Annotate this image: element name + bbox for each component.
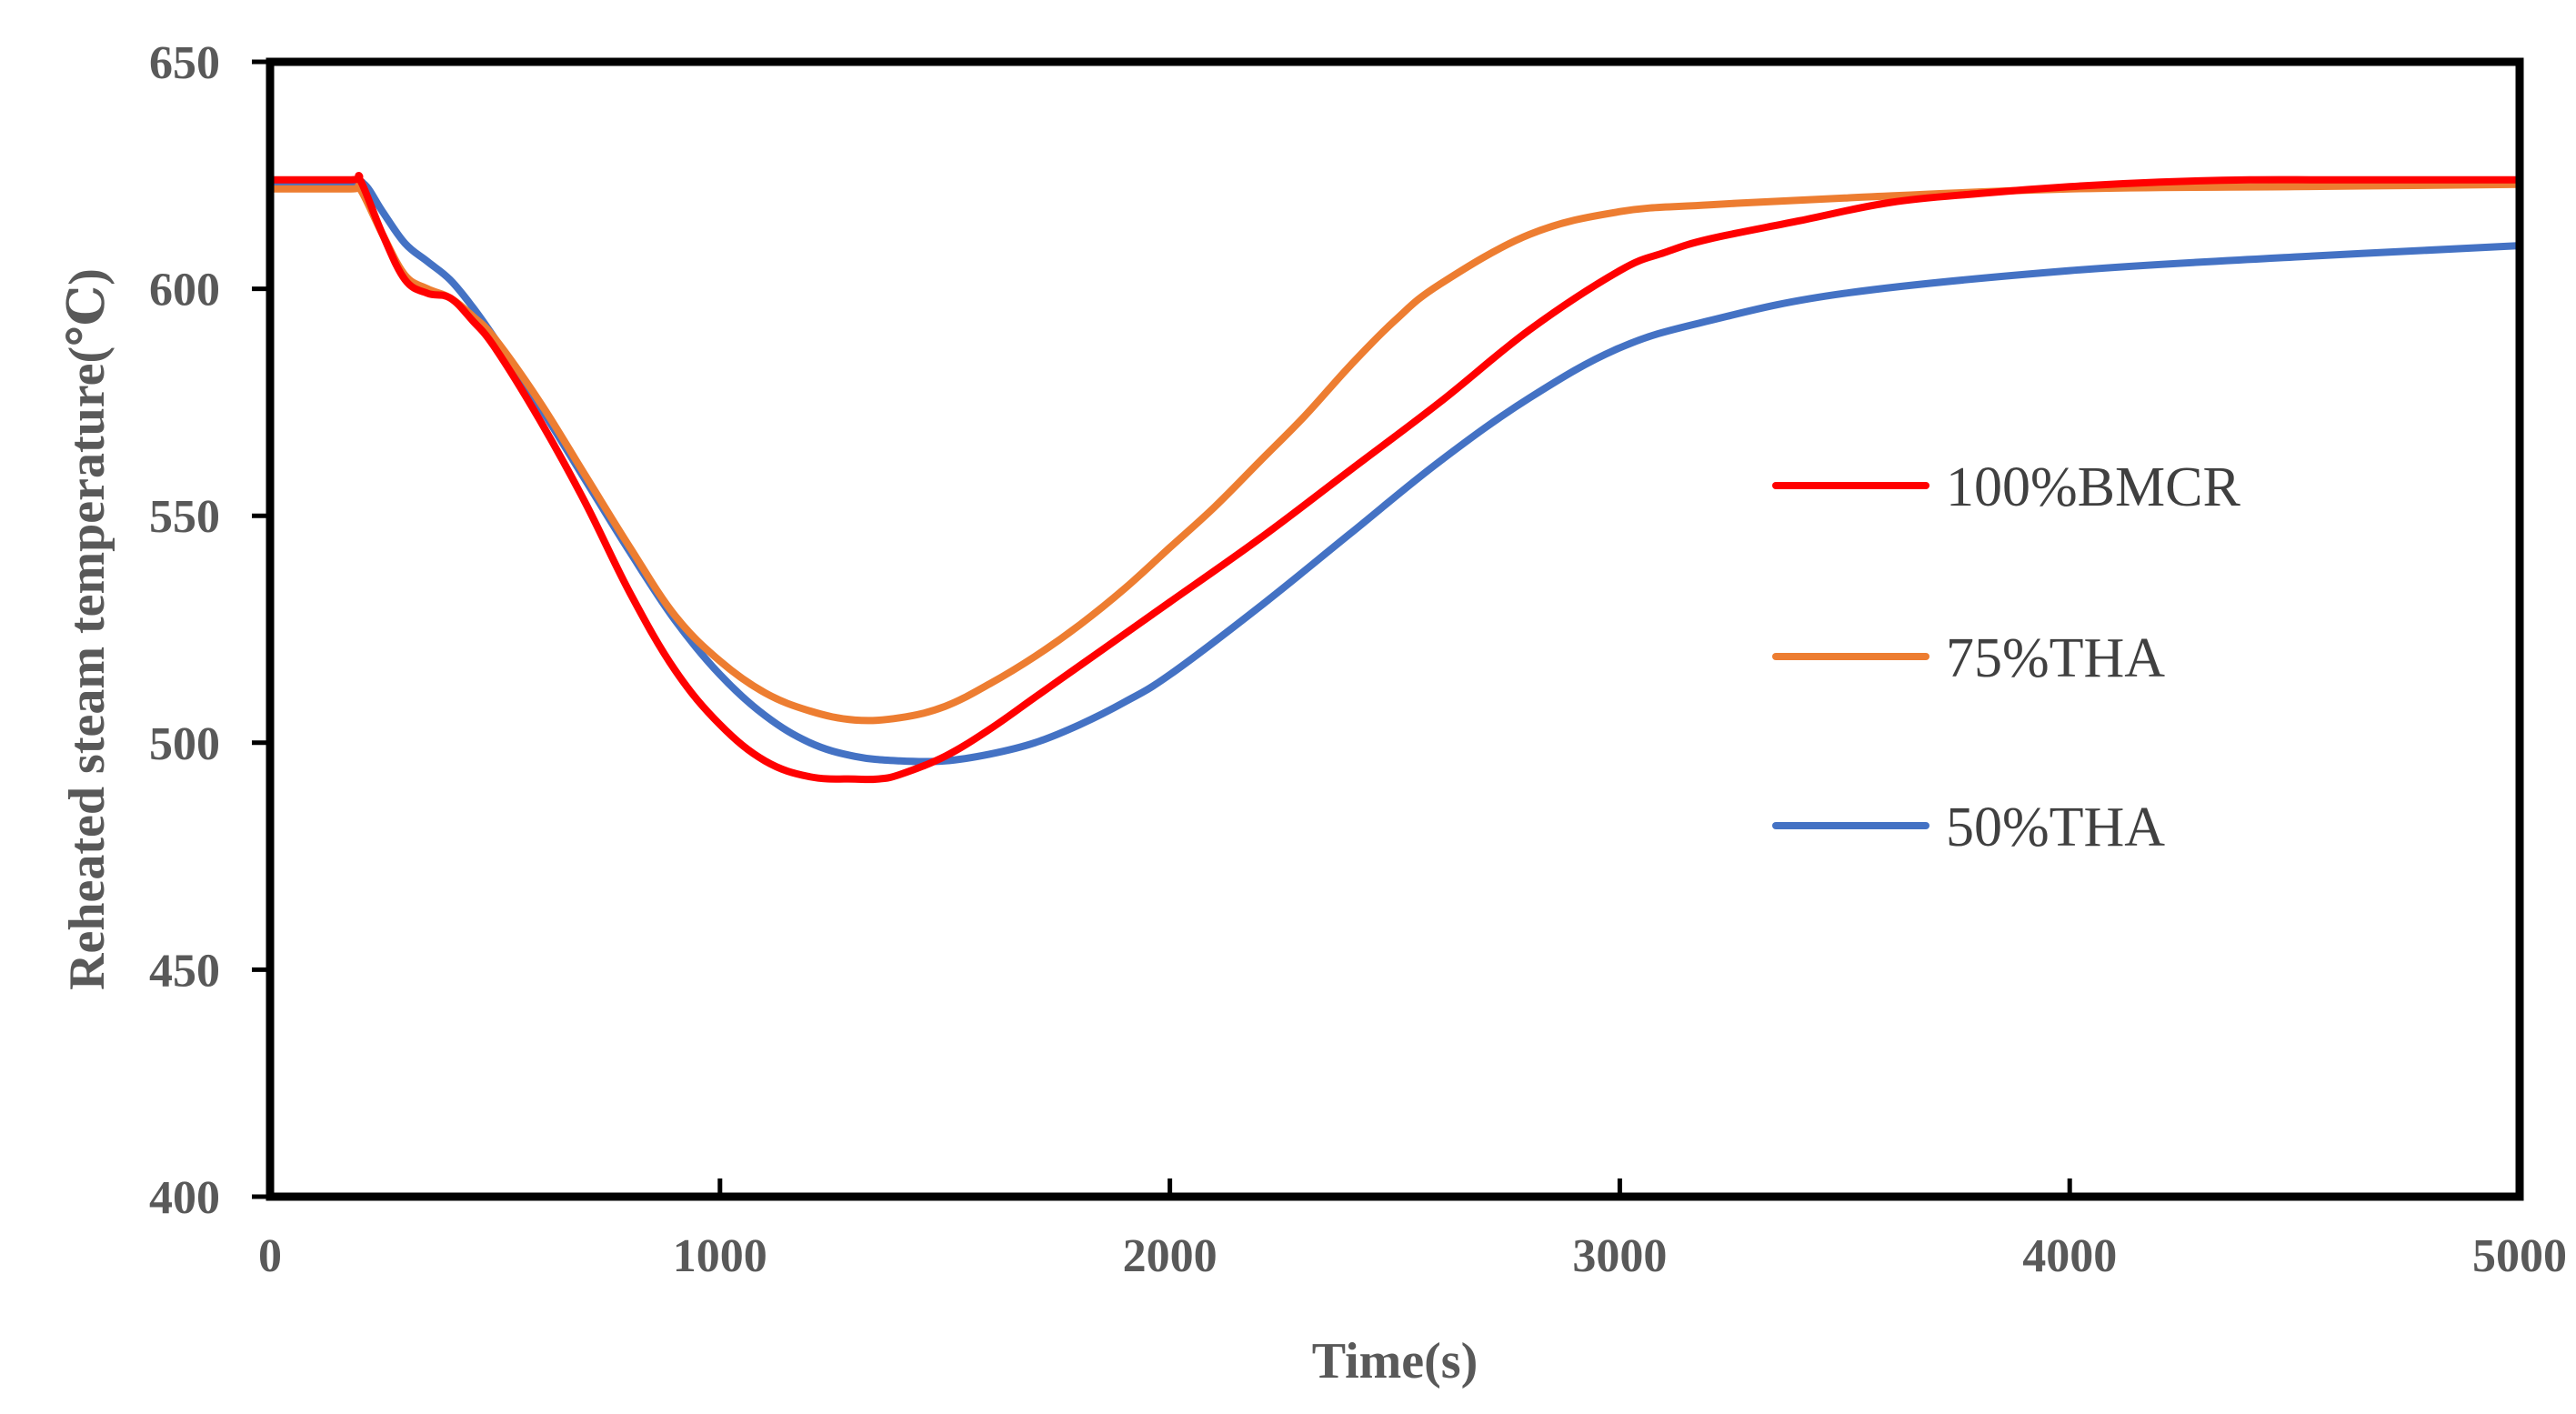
x-tick-label: 5000 — [2472, 1230, 2567, 1282]
series-line-3 — [266, 178, 2523, 766]
x-tick-label: 2000 — [1123, 1230, 1218, 1282]
y-tick-label: 650 — [149, 37, 220, 89]
y-tick-label: 550 — [149, 491, 220, 543]
ticks-layer: 0 1000 2000 3000 4000 5000 400 450 500 550 600 650 — [149, 37, 2567, 1282]
legend-label-3: 50%THA — [1946, 797, 2165, 858]
y-tick-label: 450 — [149, 945, 220, 997]
y-tick-label: 500 — [149, 718, 220, 770]
series-line-1 — [266, 172, 2523, 784]
legend: 100%BMCR 75%THA 50%THA — [1772, 456, 2240, 858]
x-tick-label: 3000 — [1572, 1230, 1667, 1282]
x-tick-label: 1000 — [673, 1230, 767, 1282]
series-layer — [266, 172, 2523, 784]
x-tick-label: 0 — [258, 1230, 282, 1282]
legend-label-1: 100%BMCR — [1946, 456, 2240, 518]
plot-area-frame — [266, 57, 2524, 1201]
x-axis-title: Time(s) — [1312, 1333, 1478, 1389]
legend-label-2: 75%THA — [1946, 627, 2165, 689]
y-tick-label: 600 — [149, 265, 220, 316]
y-tick-label: 400 — [149, 1172, 220, 1224]
x-tick-label: 4000 — [2022, 1230, 2117, 1282]
y-axis-title: Reheated steam temperature(℃) — [59, 268, 115, 990]
